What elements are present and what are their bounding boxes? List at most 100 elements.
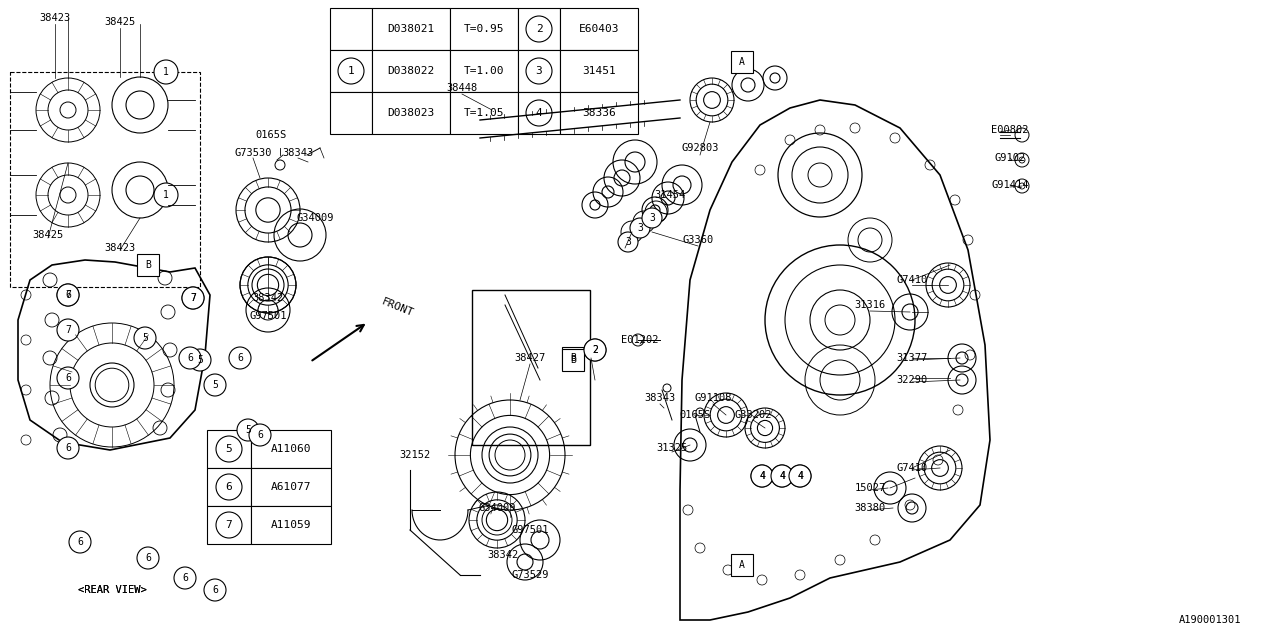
Text: 6: 6: [182, 573, 188, 583]
Bar: [731, 554, 753, 576]
Text: 31454: 31454: [654, 190, 686, 200]
Circle shape: [618, 232, 637, 252]
Circle shape: [58, 437, 79, 459]
Text: 38342: 38342: [488, 550, 518, 560]
Text: <REAR VIEW>: <REAR VIEW>: [78, 585, 146, 595]
Text: 5: 5: [225, 444, 233, 454]
Text: D038022: D038022: [388, 66, 435, 76]
Text: D038021: D038021: [388, 24, 435, 34]
Circle shape: [182, 287, 204, 309]
Bar: [562, 349, 584, 371]
Circle shape: [788, 465, 812, 487]
Circle shape: [788, 465, 812, 487]
Text: 38342: 38342: [252, 293, 284, 303]
Circle shape: [69, 531, 91, 553]
Text: FRONT: FRONT: [380, 296, 415, 318]
Bar: [330, 8, 372, 50]
Circle shape: [771, 465, 794, 487]
Bar: [451, 92, 518, 134]
Circle shape: [216, 436, 242, 462]
Text: G7410: G7410: [896, 275, 928, 285]
Text: 0165S: 0165S: [680, 410, 710, 420]
Text: 4: 4: [780, 471, 785, 481]
Text: 3: 3: [649, 213, 655, 223]
Circle shape: [338, 58, 364, 84]
Text: 32152: 32152: [399, 450, 430, 460]
Text: 38425: 38425: [32, 230, 64, 240]
Text: 6: 6: [65, 443, 70, 453]
Text: 2: 2: [593, 345, 598, 355]
Text: G34009: G34009: [296, 213, 334, 223]
Text: 2: 2: [535, 24, 543, 34]
Bar: [451, 50, 518, 92]
Text: 38380: 38380: [854, 503, 886, 513]
Text: 31451: 31451: [582, 66, 616, 76]
Text: G97501: G97501: [250, 311, 287, 321]
Text: 3: 3: [637, 223, 643, 233]
Text: 4: 4: [759, 471, 765, 481]
Circle shape: [204, 374, 227, 396]
Bar: [251, 506, 332, 544]
Text: T=1.05: T=1.05: [463, 108, 504, 118]
Text: G91414: G91414: [991, 180, 1029, 190]
Bar: [207, 468, 251, 506]
Text: 7: 7: [225, 520, 233, 530]
Circle shape: [630, 218, 650, 238]
Text: 38343: 38343: [283, 148, 314, 158]
Circle shape: [216, 512, 242, 538]
Text: 5: 5: [244, 425, 251, 435]
Text: A: A: [739, 560, 745, 570]
Text: G33202: G33202: [735, 410, 772, 420]
Text: 31377: 31377: [896, 353, 928, 363]
Text: 38427: 38427: [515, 353, 545, 363]
Circle shape: [58, 367, 79, 389]
Text: G7410: G7410: [896, 463, 928, 473]
Text: G92803: G92803: [681, 143, 719, 153]
Bar: [731, 51, 753, 73]
Text: 31325: 31325: [657, 443, 687, 453]
Text: E00802: E00802: [991, 125, 1029, 135]
Text: B: B: [570, 355, 576, 365]
Text: 38423: 38423: [105, 243, 136, 253]
Text: T=1.00: T=1.00: [463, 66, 504, 76]
Circle shape: [134, 327, 156, 349]
Text: 15027: 15027: [854, 483, 886, 493]
Circle shape: [643, 208, 662, 228]
Circle shape: [771, 465, 794, 487]
Circle shape: [216, 474, 242, 500]
Text: A11060: A11060: [271, 444, 311, 454]
Bar: [372, 50, 451, 92]
Text: A11059: A11059: [271, 520, 311, 530]
Text: G73530: G73530: [234, 148, 271, 158]
Circle shape: [58, 319, 79, 341]
Bar: [518, 8, 561, 50]
Text: 2: 2: [593, 345, 598, 355]
Circle shape: [526, 58, 552, 84]
Text: G9102: G9102: [995, 153, 1025, 163]
Circle shape: [189, 349, 211, 371]
Text: 6: 6: [65, 290, 70, 300]
Text: 1: 1: [163, 67, 169, 77]
Text: 5: 5: [142, 333, 148, 343]
Text: <REAR VIEW>: <REAR VIEW>: [78, 585, 146, 595]
Bar: [451, 8, 518, 50]
Bar: [561, 92, 637, 134]
Bar: [330, 50, 372, 92]
Circle shape: [751, 465, 773, 487]
Circle shape: [526, 100, 552, 126]
Bar: [372, 8, 451, 50]
Text: 0165S: 0165S: [256, 130, 287, 140]
Bar: [251, 430, 332, 468]
Bar: [518, 50, 561, 92]
Circle shape: [58, 284, 79, 306]
Text: E60403: E60403: [579, 24, 620, 34]
Bar: [137, 254, 159, 276]
Text: G34009: G34009: [479, 503, 516, 513]
Circle shape: [182, 287, 204, 309]
Text: 38343: 38343: [644, 393, 676, 403]
Text: 7: 7: [65, 325, 70, 335]
Text: 6: 6: [225, 482, 233, 492]
Text: D038023: D038023: [388, 108, 435, 118]
Text: A190001301: A190001301: [1179, 615, 1242, 625]
Text: 6: 6: [77, 537, 83, 547]
